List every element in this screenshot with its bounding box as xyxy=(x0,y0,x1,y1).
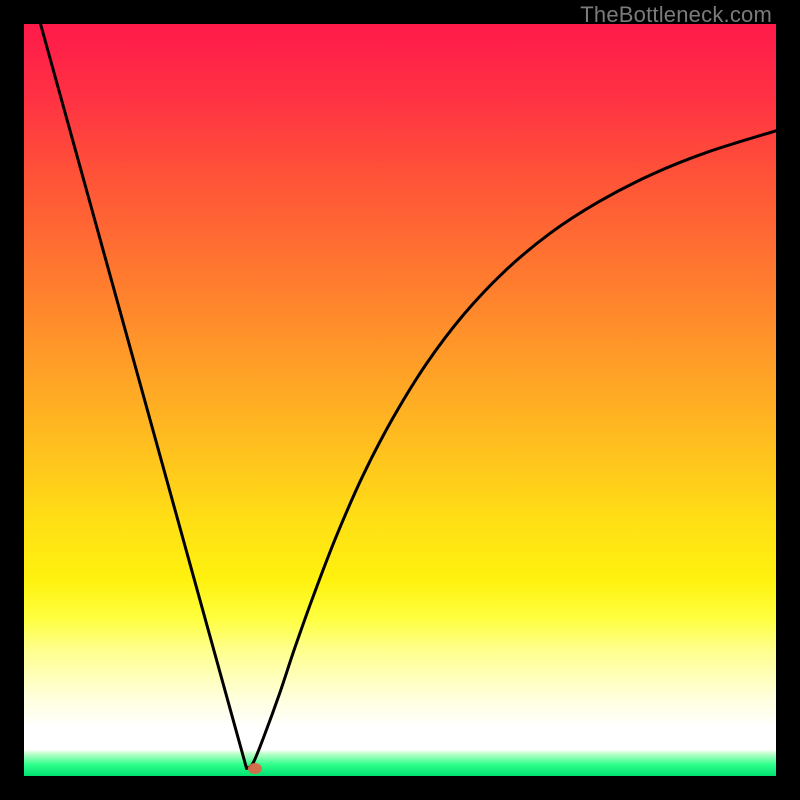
trough-marker xyxy=(248,763,262,774)
watermark-text: TheBottleneck.com xyxy=(580,2,772,28)
plot-area xyxy=(24,24,776,776)
curve-svg xyxy=(24,24,776,776)
bottleneck-curve xyxy=(41,24,776,768)
